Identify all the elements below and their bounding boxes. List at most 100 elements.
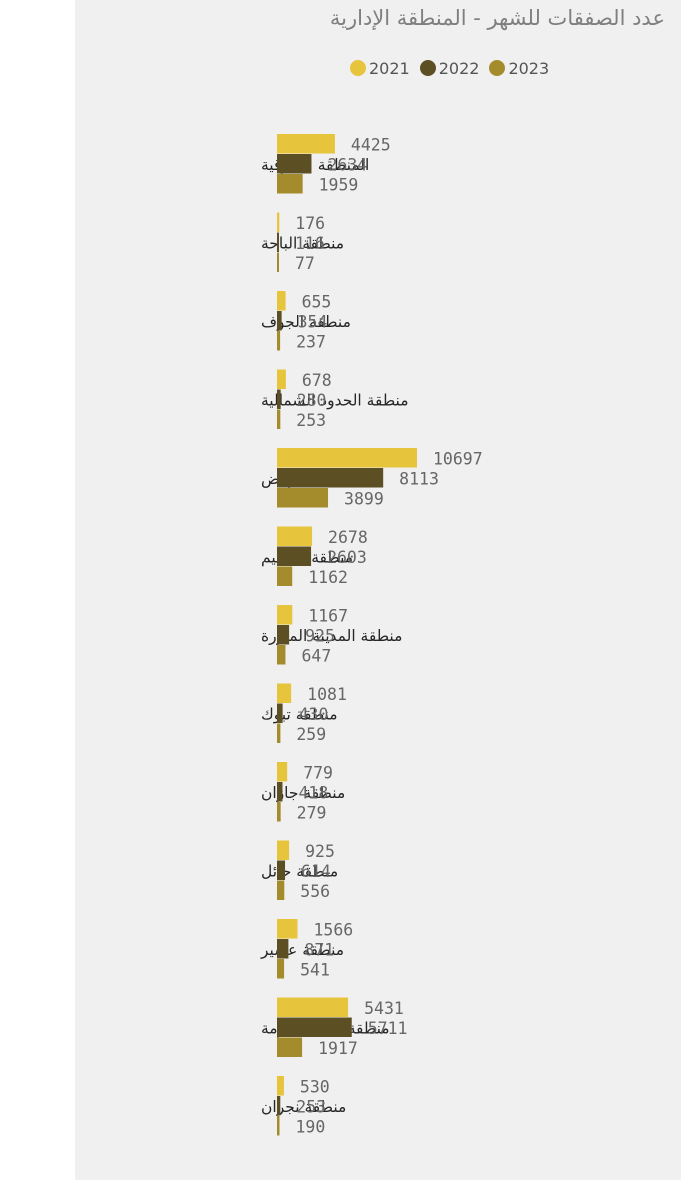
data-label-2022: 5711 <box>368 1019 408 1038</box>
data-label-2022: 280 <box>297 391 327 410</box>
category-label: منطقة الجوف <box>261 313 351 331</box>
data-label-2023: 1959 <box>319 176 359 195</box>
legend-item-2021[interactable]: 2021 <box>350 59 410 78</box>
legend-item-2022[interactable]: 2022 <box>419 59 479 78</box>
bar-2022[interactable] <box>277 939 289 959</box>
bar-2023[interactable] <box>277 645 286 665</box>
data-label-2023: 237 <box>296 333 326 352</box>
bar-2022[interactable] <box>277 1017 352 1038</box>
data-label-2022: 871 <box>304 941 334 960</box>
data-label-2022: 418 <box>298 784 328 803</box>
bar-2021[interactable] <box>277 1076 284 1096</box>
bar-2021[interactable] <box>277 134 335 154</box>
bar-2021[interactable] <box>277 840 290 861</box>
data-label-2023: 279 <box>297 804 327 823</box>
data-label-2021: 779 <box>303 764 333 783</box>
bar-2021[interactable] <box>277 291 286 311</box>
bar-2023[interactable] <box>277 1116 280 1136</box>
bar-2022[interactable] <box>277 468 384 488</box>
data-label-2021: 530 <box>300 1078 330 1097</box>
legend-label-2023: 2023 <box>508 58 550 78</box>
bar-2022[interactable] <box>277 546 312 567</box>
bar-2022[interactable] <box>277 1096 281 1116</box>
bar-2023[interactable] <box>277 331 281 351</box>
bar-2023[interactable] <box>277 959 285 979</box>
legend-swatch-2021 <box>350 60 366 76</box>
legend-item-2023[interactable]: 2023 <box>489 59 549 78</box>
legend-swatch-2022 <box>419 60 436 76</box>
data-label-2022: 2603 <box>327 548 367 567</box>
data-label-2021: 2678 <box>328 528 368 547</box>
bar-2021[interactable] <box>277 448 417 468</box>
bar-2022[interactable] <box>277 625 290 645</box>
chart-legend: 2021 2022 2023 <box>350 58 549 78</box>
bar-2021[interactable] <box>277 605 293 625</box>
data-label-2021: 176 <box>295 214 325 233</box>
category-group: منطقة القصيم267826031162 <box>261 526 368 587</box>
data-label-2021: 10697 <box>433 450 483 469</box>
bar-2022[interactable] <box>277 782 283 802</box>
bar-2021[interactable] <box>277 762 288 782</box>
category-group: منطقة مكة المكرمة543157111917 <box>261 997 408 1058</box>
category-label: منطقة نجران <box>261 1098 346 1116</box>
bar-2022[interactable] <box>277 860 286 881</box>
data-label-2021: 5431 <box>364 999 404 1018</box>
data-label-2021: 655 <box>302 293 332 312</box>
bar-2023[interactable] <box>277 488 329 508</box>
data-label-2021: 4425 <box>351 136 391 155</box>
data-label-2022: 614 <box>301 862 331 881</box>
bar-2021[interactable] <box>277 919 298 939</box>
data-label-2023: 1917 <box>318 1039 358 1058</box>
category-label: منطقة المدينة المنورة <box>261 627 402 645</box>
bar-2022[interactable] <box>277 232 279 253</box>
bar-2023[interactable] <box>277 409 281 430</box>
bar-2021[interactable] <box>277 212 280 233</box>
bar-2022[interactable] <box>277 311 282 331</box>
data-label-2021: 925 <box>305 842 335 861</box>
data-label-2023: 77 <box>295 254 315 273</box>
bar-2023[interactable] <box>277 723 281 744</box>
bar-2022[interactable] <box>277 389 281 410</box>
data-label-2023: 259 <box>296 725 326 744</box>
data-label-2023: 647 <box>301 647 331 666</box>
data-label-2022: 925 <box>305 627 335 646</box>
data-label-2022: 2634 <box>327 156 367 175</box>
bar-2023[interactable] <box>277 880 285 901</box>
data-label-2022: 430 <box>299 705 329 724</box>
data-label-2023: 556 <box>300 882 330 901</box>
bar-2023[interactable] <box>277 802 281 822</box>
data-label-2023: 1162 <box>308 568 348 587</box>
bar-2021[interactable] <box>277 526 313 547</box>
data-label-2021: 1566 <box>313 921 353 940</box>
bar-2022[interactable] <box>277 154 312 174</box>
bar-2021[interactable] <box>277 997 349 1018</box>
data-label-2022: 116 <box>295 234 325 253</box>
data-label-2021: 678 <box>302 371 332 390</box>
bar-2023[interactable] <box>277 252 279 273</box>
category-label: منطقة الباحة <box>261 235 344 253</box>
data-label-2023: 190 <box>295 1118 325 1137</box>
data-label-2022: 253 <box>296 1098 326 1117</box>
bar-2022[interactable] <box>277 703 283 724</box>
data-label-2023: 253 <box>296 411 326 430</box>
bar-2023[interactable] <box>277 174 303 194</box>
bar-2023[interactable] <box>277 1037 303 1058</box>
legend-label-2021: 2021 <box>369 58 410 78</box>
category-label: منطقة الحدود الشمالية <box>261 392 409 411</box>
data-label-2022: 354 <box>298 313 328 332</box>
bar-2021[interactable] <box>277 369 286 390</box>
bar-2023[interactable] <box>277 566 293 587</box>
data-label-2021: 1081 <box>307 685 347 704</box>
chart-panel: عدد الصفقات للشهر - المنطقة الإدارية 202… <box>75 0 681 1180</box>
bar-2021[interactable] <box>277 683 292 704</box>
